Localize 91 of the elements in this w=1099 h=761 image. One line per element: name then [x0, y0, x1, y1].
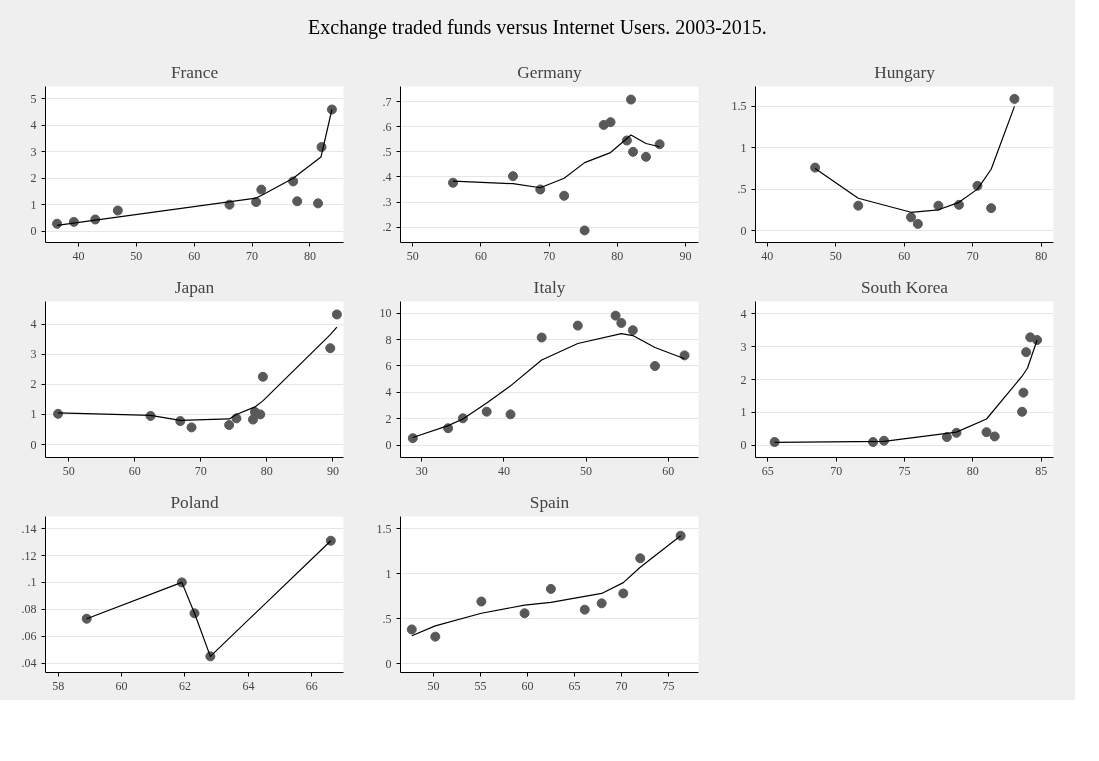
y-tick-label: .08 [21, 602, 37, 617]
x-tick-label: 60 [898, 248, 911, 263]
chart-title: France [170, 62, 219, 82]
x-tick-label: 60 [474, 248, 487, 263]
x-tick-label: 50 [829, 248, 842, 263]
y-tick-label: 2 [30, 171, 37, 186]
chart-title: South Korea [860, 277, 949, 297]
y-tick-label: 1 [740, 140, 747, 155]
y-tick-label: .2 [382, 220, 392, 235]
x-tick-label: 50 [580, 463, 593, 478]
x-tick-label: 50 [62, 463, 75, 478]
x-tick-label: 50 [406, 248, 419, 263]
x-tick-label: 60 [115, 678, 128, 693]
y-tick-label: .4 [382, 169, 392, 184]
y-tick-label: .12 [21, 548, 37, 563]
y-tick-label: .1 [27, 575, 37, 590]
x-tick-label: 75 [898, 463, 911, 478]
y-tick-label: 0 [385, 438, 392, 453]
y-tick-label: 1 [385, 566, 392, 581]
x-tick-label: 65 [761, 463, 774, 478]
y-tick-label: 0 [30, 224, 37, 239]
y-tick-label: 3 [740, 339, 747, 354]
y-tick-label: 4 [30, 118, 37, 133]
y-tick-label: .14 [21, 521, 37, 536]
x-tick-label: 80 [1035, 248, 1048, 263]
y-tick-label: 1.5 [731, 99, 747, 114]
y-tick-label: 8 [385, 332, 392, 347]
y-tick-label: .5 [737, 182, 747, 197]
y-tick-label: 3 [30, 144, 37, 159]
y-tick-label: 4 [740, 306, 747, 321]
x-tick-label: 70 [246, 248, 259, 263]
x-tick-label: 75 [662, 678, 675, 693]
y-tick-label: 0 [385, 656, 392, 671]
y-tick-label: 0 [740, 223, 747, 238]
x-tick-label: 60 [662, 463, 675, 478]
x-tick-label: 80 [966, 463, 979, 478]
y-tick-label: 10 [379, 306, 392, 321]
x-tick-label: 65 [568, 678, 581, 693]
x-tick-label: 58 [52, 678, 65, 693]
x-tick-label: 40 [761, 248, 774, 263]
y-tick-label: 5 [30, 91, 37, 106]
x-tick-label: 80 [303, 248, 316, 263]
y-tick-label: 2 [30, 377, 37, 392]
x-tick-label: 85 [1035, 463, 1048, 478]
x-tick-label: 55 [474, 678, 487, 693]
chart-title: Hungary [874, 62, 936, 82]
chart-title: Poland [170, 492, 219, 512]
y-tick-label: 6 [385, 358, 392, 373]
x-tick-label: 40 [72, 248, 85, 263]
x-tick-label: 40 [497, 463, 510, 478]
y-tick-label: .5 [382, 144, 392, 159]
y-tick-label: 2 [740, 372, 747, 387]
y-tick-label: 4 [30, 317, 37, 332]
chart-title: Japan [174, 277, 215, 297]
y-tick-label: .6 [382, 119, 392, 134]
x-tick-label: 66 [305, 678, 318, 693]
y-tick-label: 2 [385, 411, 392, 426]
x-tick-label: 30 [415, 463, 428, 478]
y-tick-label: 1 [30, 407, 37, 422]
y-tick-label: .5 [382, 611, 392, 626]
y-tick-label: .04 [21, 656, 37, 671]
y-tick-label: 0 [740, 438, 747, 453]
x-tick-label: 70 [194, 463, 207, 478]
x-tick-label: 50 [130, 248, 143, 263]
x-tick-label: 60 [128, 463, 141, 478]
y-tick-label: 4 [385, 385, 392, 400]
text: Exchange traded funds versus Internet Users. 2003-2015. [308, 15, 767, 41]
x-tick-label: 60 [521, 678, 534, 693]
x-tick-label: 60 [188, 248, 201, 263]
x-tick-label: 50 [427, 678, 440, 693]
y-tick-label: 0 [30, 437, 37, 452]
y-tick-label: 3 [30, 347, 37, 362]
x-tick-label: 62 [178, 678, 191, 693]
x-tick-label: 70 [966, 248, 979, 263]
y-tick-label: 1.5 [376, 521, 392, 536]
x-tick-label: 90 [679, 248, 692, 263]
chart-title: Spain [529, 492, 570, 512]
x-tick-label: 90 [326, 463, 339, 478]
x-tick-label: 64 [242, 678, 255, 693]
y-tick-label: .3 [382, 195, 392, 210]
y-tick-label: 1 [30, 197, 37, 212]
chart-title: Germany [517, 62, 583, 82]
y-tick-label: 1 [740, 405, 747, 420]
y-tick-label: .06 [21, 629, 37, 644]
x-tick-label: 70 [615, 678, 628, 693]
y-tick-label: .7 [382, 94, 392, 109]
chart-title: Italy [533, 277, 566, 297]
x-tick-label: 70 [543, 248, 556, 263]
x-tick-label: 80 [611, 248, 624, 263]
x-tick-label: 70 [830, 463, 843, 478]
x-tick-label: 80 [260, 463, 273, 478]
